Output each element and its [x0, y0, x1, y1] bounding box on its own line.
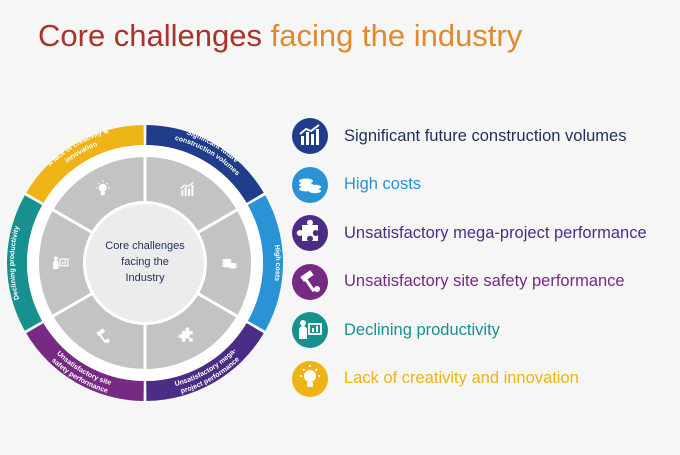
presenter-icon: [53, 256, 69, 270]
wheel-segment: [26, 323, 144, 401]
center-label: facing the: [121, 256, 169, 268]
wheel-segment: [247, 195, 283, 331]
page-title: Core challenges facing the industry: [38, 18, 522, 54]
legend-item: Declining productivity: [292, 306, 680, 355]
puzzle-icon: [292, 215, 328, 252]
legend-item: High costs: [292, 161, 680, 210]
coins-icon: [222, 258, 237, 269]
wheel-segment: [146, 125, 264, 203]
title-part1: Core challenges: [38, 18, 263, 53]
wheel-segment: [26, 125, 144, 203]
segment-label: High costs: [273, 245, 281, 282]
legend-item: Lack of creativity and innovation: [292, 355, 680, 404]
bar-chart-icon: [292, 118, 328, 155]
wheel-center: [86, 204, 204, 322]
lightbulb-icon: [96, 180, 110, 196]
legend-label: Unsatisfactory site safety performance: [344, 272, 625, 291]
puzzle-icon: [178, 327, 193, 342]
bar-chart-icon: [180, 181, 194, 196]
hammer-icon: [292, 263, 328, 300]
legend-label: Significant future construction volumes: [344, 126, 627, 145]
wheel-segment: [146, 323, 264, 401]
legend-label: Lack of creativity and innovation: [344, 369, 579, 388]
legend-label: Unsatisfactory mega-project performance: [344, 223, 647, 242]
legend-item: Significant future construction volumes: [292, 112, 680, 161]
presenter-icon: [292, 312, 328, 349]
legend-item: Unsatisfactory site safety performance: [292, 258, 680, 307]
coins-icon: [292, 166, 328, 203]
title-part2: facing the industry: [270, 18, 523, 53]
legend-label: High costs: [344, 175, 422, 194]
legend-label: Declining productivity: [344, 320, 500, 339]
legend-item: Unsatisfactory mega-project performance: [292, 209, 680, 258]
center-label: Industry: [125, 272, 165, 284]
center-label: Core challenges: [105, 240, 185, 252]
challenges-legend: Significant future construction volumes H…: [292, 112, 680, 403]
hammer-icon: [96, 328, 110, 344]
lightbulb-icon: [292, 360, 328, 397]
wheel-segment: [7, 195, 43, 331]
